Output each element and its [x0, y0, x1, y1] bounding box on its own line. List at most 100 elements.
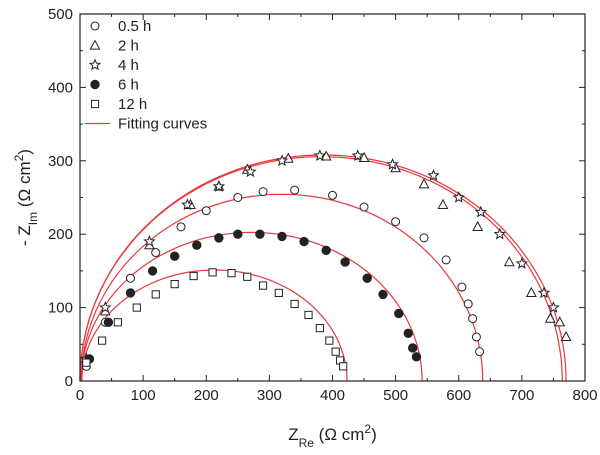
point-12-h	[113, 318, 122, 327]
point-0-5-h	[258, 187, 268, 197]
point-0-5-h	[126, 273, 135, 283]
point-12-h	[243, 272, 252, 281]
point-12-h	[325, 336, 334, 345]
y-tick-label: 100	[48, 300, 73, 317]
y-tick-label: 500	[48, 6, 73, 23]
y-tick-label: 0	[65, 373, 73, 390]
point-4-h	[351, 149, 364, 161]
x-ticks: 0 100 200 300 400 500 600 700 800	[76, 14, 598, 404]
y-ticks: 0 100 200 300 400 500	[48, 6, 585, 390]
point-4-h	[313, 149, 327, 161]
point-12-h	[290, 299, 299, 309]
point-2-h	[472, 220, 484, 231]
point-2-h	[358, 151, 370, 162]
point-6-h	[192, 240, 202, 250]
point-0-5-h	[441, 255, 451, 265]
point-6-h	[299, 236, 309, 247]
x-tick-label: 500	[383, 387, 408, 404]
legend-marker-6-h	[90, 79, 100, 90]
point-0-5-h	[151, 248, 161, 258]
legend-marker-0-5-h	[90, 21, 100, 31]
point-12-h	[189, 271, 198, 281]
point-2-h	[554, 316, 566, 327]
point-12-h	[258, 281, 268, 290]
point-2-h	[560, 330, 572, 342]
point-0-5-h	[290, 185, 300, 195]
point-0-5-h	[471, 332, 481, 342]
x-axis-title: ZRe (Ω cm2)	[288, 422, 377, 450]
point-4-h	[493, 227, 506, 240]
legend-label-2-h: 2 h	[118, 38, 139, 55]
point-4-h	[181, 198, 194, 211]
point-6-h	[407, 343, 418, 353]
x-tick-label: 800	[572, 387, 597, 404]
point-2-h	[525, 286, 537, 298]
point-6-h	[169, 251, 180, 261]
point-4-h	[427, 169, 440, 181]
point-6-h	[277, 231, 287, 242]
point-2-h	[437, 198, 449, 209]
point-0-5-h	[419, 233, 429, 243]
x-tick-label: 200	[194, 387, 219, 404]
point-6-h	[362, 273, 372, 283]
point-0-5-h	[233, 193, 243, 202]
point-12-h	[304, 310, 313, 320]
point-6-h	[394, 308, 404, 319]
x-tick-label: 0	[76, 387, 84, 404]
point-4-h	[452, 190, 465, 203]
point-6-h	[403, 328, 413, 338]
point-12-h	[170, 280, 179, 289]
point-0-5-h	[176, 222, 186, 232]
x-tick-label: 700	[509, 387, 534, 404]
point-6-h	[103, 317, 114, 327]
point-4-h	[99, 301, 112, 313]
point-0-5-h	[475, 347, 485, 357]
point-12-h	[339, 362, 348, 371]
point-0-5-h	[468, 314, 478, 324]
point-0-5-h	[463, 299, 473, 309]
point-12-h	[227, 269, 236, 278]
y-tick-label: 300	[48, 153, 73, 170]
x-tick-label: 300	[257, 387, 282, 404]
axes: 0 100 200 300 400 500 600 700 800 0 100 200 300 400 5…	[48, 6, 598, 404]
point-6-h	[340, 257, 350, 267]
legend-marker-4-h	[88, 58, 102, 71]
point-4-h	[537, 286, 551, 299]
point-4-h	[275, 154, 289, 167]
point-12-h	[97, 336, 107, 345]
point-2-h	[418, 178, 430, 189]
x-tick-label: 400	[320, 387, 345, 404]
point-4-h	[386, 157, 399, 170]
point-12-h	[82, 358, 91, 367]
point-6-h	[378, 289, 388, 300]
point-4-h	[547, 301, 560, 313]
point-6-h	[125, 288, 136, 298]
legend-label-4-h: 4 h	[118, 57, 139, 74]
point-0-5-h	[359, 202, 369, 212]
point-6-h	[214, 233, 224, 243]
point-6-h	[321, 245, 331, 256]
point-2-h	[320, 150, 332, 161]
point-12-h	[132, 303, 141, 312]
point-6-h	[233, 229, 243, 239]
point-12-h	[331, 347, 340, 356]
point-6-h	[255, 229, 265, 239]
data-markers	[80, 149, 572, 371]
y-tick-label: 400	[48, 79, 73, 96]
point-0-5-h	[457, 282, 467, 292]
point-2-h	[503, 256, 515, 267]
legend-marker-2-h	[89, 39, 101, 50]
legend-marker-12-h	[90, 99, 100, 109]
legend-label-6-h: 6 h	[118, 77, 139, 94]
point-4-h	[212, 179, 226, 192]
fit-curve-0-5-h	[80, 193, 484, 382]
point-0-5-h	[328, 190, 337, 200]
point-0-5-h	[391, 217, 401, 227]
y-tick-label: 200	[48, 226, 73, 243]
legend: 0.5 h 2 h 4 h 6 h 12 h Fitting curves	[85, 18, 207, 133]
legend-label-12-h: 12 h	[118, 96, 147, 113]
y-axis-title: - ZIm (Ω cm2)	[12, 149, 40, 246]
point-0-5-h	[201, 206, 211, 216]
